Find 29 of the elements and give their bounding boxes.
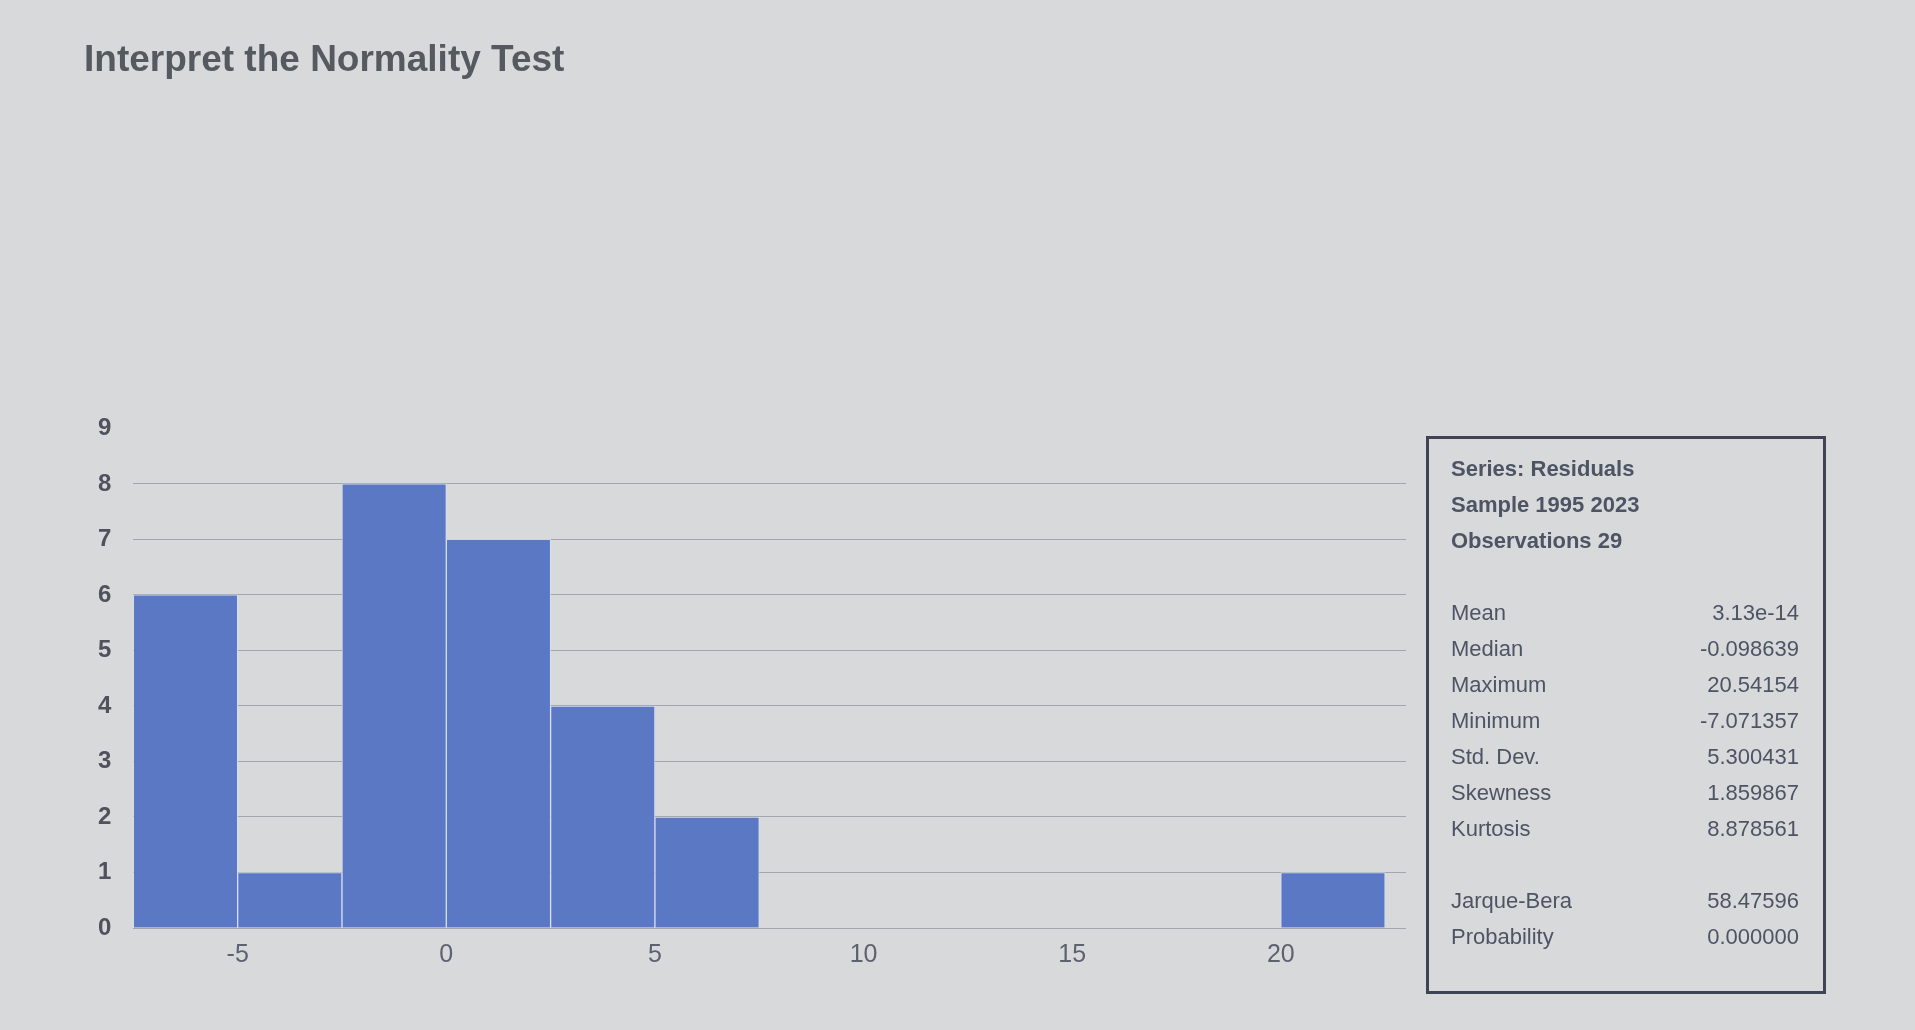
y-tick-label: 3 <box>97 746 112 774</box>
y-tick-label: 4 <box>97 690 112 718</box>
text: Kurtosis 8.878561 <box>1451 816 1799 841</box>
text: Minimum -7.071357 <box>1451 708 1799 733</box>
y-tick-label: 7 <box>97 524 112 552</box>
text: Sample 1995 2023 <box>1451 491 1641 519</box>
x-tick-label: 5 <box>647 938 662 967</box>
text: Mean 3.13e-14 <box>1451 600 1799 625</box>
text: Jarque-Bera 58.47596 <box>1451 888 1799 913</box>
y-tick-label: 0 <box>97 912 112 940</box>
text: Maximum 20.54154 <box>1451 672 1799 697</box>
x-tick-label: 10 <box>849 938 878 967</box>
text: Skewness 1.859867 <box>1451 780 1799 805</box>
text: Observations 29 <box>1451 527 1624 555</box>
chart-title: Interpret the Normality Test <box>84 38 565 80</box>
text: Median -0.098639 <box>1451 636 1799 661</box>
y-tick-label: 5 <box>97 635 112 663</box>
y-tick-label: 1 <box>97 857 112 885</box>
text: Std. Dev. 5.300431 <box>1451 744 1799 769</box>
text: Probability 0.000000 <box>1451 924 1799 949</box>
x-tick-label: 0 <box>439 938 454 967</box>
x-tick-label: -5 <box>226 938 249 967</box>
y-tick-label: 2 <box>97 801 112 829</box>
text: Series: Residuals <box>1451 455 1636 483</box>
y-tick-label: 6 <box>97 579 112 607</box>
x-tick-label: 20 <box>1266 938 1295 967</box>
x-tick-label: 15 <box>1058 938 1087 967</box>
y-tick-label: 8 <box>97 468 112 496</box>
y-tick-label: 9 <box>97 413 112 441</box>
